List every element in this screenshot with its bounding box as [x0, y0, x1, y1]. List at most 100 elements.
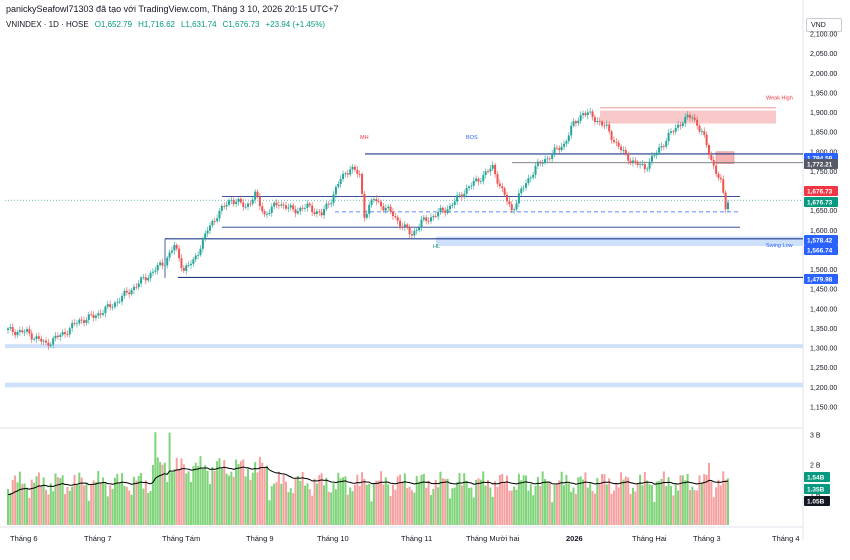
volume-bar	[572, 487, 575, 525]
volume-bar	[574, 493, 577, 525]
volume-bar	[391, 484, 394, 525]
volume-bar	[197, 466, 200, 525]
candle-body	[285, 205, 288, 209]
candle-body	[660, 146, 663, 148]
candle-body	[534, 165, 537, 175]
candle-body	[90, 314, 93, 316]
candle-body	[684, 117, 687, 124]
chart-annotation: BOS	[466, 135, 478, 141]
candle-body	[173, 244, 176, 251]
volume-bar	[35, 476, 38, 525]
volume-bar	[446, 478, 449, 525]
volume-bar	[591, 490, 594, 525]
volume-bar	[494, 481, 497, 525]
volume-bar	[128, 490, 131, 525]
volume-bar	[71, 486, 74, 525]
volume-bar	[560, 471, 563, 525]
y-tick-label: 2,100.00	[810, 32, 837, 39]
volume-bar	[693, 490, 696, 525]
volume-bar	[684, 480, 687, 525]
volume-bar	[216, 461, 219, 525]
candle-body	[696, 119, 699, 126]
volume-bar	[375, 480, 378, 525]
volume-bar	[579, 476, 582, 525]
candle-body	[636, 161, 639, 165]
candle-body	[494, 164, 497, 175]
candle-body	[410, 234, 413, 236]
volume-bar	[111, 489, 114, 525]
candle-body	[365, 213, 368, 218]
volume-bar	[242, 459, 245, 525]
candle-body	[313, 212, 316, 214]
candle-body	[144, 277, 147, 281]
candle-body	[282, 204, 285, 206]
symbol-name[interactable]: VNINDEX · 1D · HOSE	[6, 20, 89, 29]
candle-body	[28, 329, 31, 334]
volume-bar	[137, 475, 140, 525]
candle-body	[30, 333, 33, 340]
candle-body	[631, 160, 634, 164]
volume-bar	[356, 474, 359, 525]
candle-body	[489, 168, 492, 172]
candle-body	[446, 209, 449, 213]
volume-bar	[484, 485, 487, 525]
price-tag	[804, 159, 838, 169]
candle-body	[211, 220, 214, 226]
candle-body	[45, 340, 48, 343]
candle-body	[320, 212, 323, 216]
candle-body	[33, 338, 36, 340]
candle-body	[593, 117, 596, 122]
volume-bar	[26, 487, 29, 525]
candle-body	[693, 117, 696, 120]
candle-body	[26, 329, 29, 332]
volume-bar	[700, 482, 703, 525]
candle-body	[541, 162, 544, 164]
volume-tag-label: 1.35B	[807, 487, 825, 494]
volume-bar	[603, 474, 606, 525]
volume-bar	[608, 478, 611, 525]
volume-bar	[470, 487, 473, 525]
candle-body	[403, 224, 406, 228]
candle-body	[522, 187, 525, 189]
x-tick-label: Tháng 9	[246, 534, 274, 543]
candle-body	[116, 301, 119, 303]
volume-bar	[166, 481, 169, 525]
candle-body	[539, 161, 542, 164]
volume-bar	[330, 492, 333, 525]
candle-body	[724, 192, 727, 210]
volume-bar	[710, 481, 713, 525]
candle-body	[61, 332, 64, 335]
volume-bar	[410, 490, 413, 525]
volume-bar	[125, 486, 128, 525]
volume-bar	[118, 482, 121, 525]
candle-body	[175, 244, 178, 249]
volume-bar	[218, 458, 221, 525]
currency-selector[interactable]: VND	[806, 18, 842, 32]
volume-bar	[437, 487, 440, 525]
candle-body	[256, 191, 259, 197]
volume-bar	[496, 486, 499, 525]
volume-bar	[180, 458, 183, 525]
volume-bar	[620, 472, 623, 525]
volume-bar	[268, 500, 271, 525]
y-tick-label: 1,800.00	[810, 149, 837, 156]
candle-body	[263, 211, 266, 215]
volume-bar	[304, 485, 307, 525]
volume-bar	[192, 466, 195, 525]
volume-bar	[372, 482, 375, 525]
candle-body	[669, 131, 672, 133]
candle-body	[475, 178, 478, 182]
candle-body	[665, 141, 668, 147]
candle-body	[584, 113, 587, 116]
volume-bar	[49, 483, 52, 525]
volume-bar	[510, 490, 513, 525]
y-tick-label: 1,400.00	[810, 306, 837, 313]
candle-body	[456, 195, 459, 202]
candle-body	[118, 301, 121, 303]
candle-body	[159, 262, 162, 266]
candles	[7, 107, 729, 350]
volume-bar	[282, 475, 285, 525]
candle-body	[529, 177, 532, 179]
volume-bar	[68, 490, 71, 525]
